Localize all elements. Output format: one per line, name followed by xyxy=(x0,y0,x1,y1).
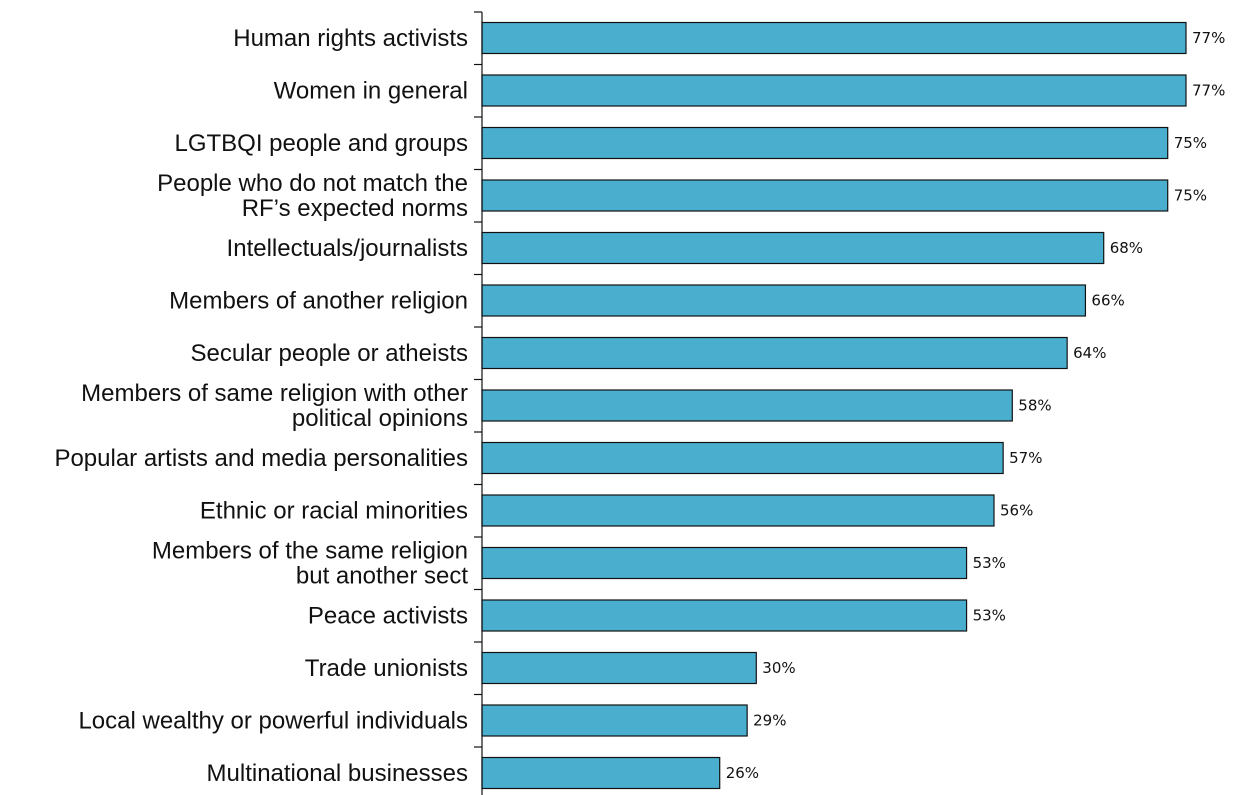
value-label: 66% xyxy=(1091,292,1124,310)
bar xyxy=(481,756,721,790)
category-label: Intellectuals/journalists xyxy=(227,235,468,262)
category-label: Women in general xyxy=(274,78,468,105)
bar xyxy=(481,494,995,527)
value-label: 58% xyxy=(1018,397,1051,415)
value-label: 53% xyxy=(973,554,1006,572)
value-label: 77% xyxy=(1192,82,1225,100)
category-label: Popular artists and media personalities xyxy=(54,445,468,472)
bar xyxy=(481,599,968,632)
bar xyxy=(481,546,968,580)
category-label: Members of the same religion but another … xyxy=(152,538,468,590)
value-label: 56% xyxy=(1000,502,1033,520)
value-label: 64% xyxy=(1073,344,1106,362)
category-label: Local wealthy or powerful individuals xyxy=(78,708,468,735)
category-label: Secular people or atheists xyxy=(191,340,469,367)
category-label: People who do not match the RF’s expected… xyxy=(157,170,468,222)
value-label: 77% xyxy=(1192,29,1225,47)
bar xyxy=(481,179,1169,212)
bar xyxy=(481,74,1187,107)
bar xyxy=(481,651,757,685)
category-label: Members of another religion xyxy=(169,288,468,315)
value-label: 29% xyxy=(753,712,786,730)
bar xyxy=(481,389,1013,422)
bar xyxy=(481,284,1087,317)
value-label: 57% xyxy=(1009,449,1042,467)
category-labels-group: Human rights activists Women in general LG… xyxy=(54,25,468,787)
bar xyxy=(481,21,1187,55)
axis-ticks-group xyxy=(474,11,482,748)
category-label: Trade unionists xyxy=(305,655,468,682)
category-label: Multinational businesses xyxy=(207,760,468,787)
bar xyxy=(481,704,748,737)
bar xyxy=(481,336,1068,370)
category-label: LGTBQI people and groups xyxy=(174,130,468,157)
bars-group xyxy=(481,21,1187,790)
category-label: Ethnic or racial minorities xyxy=(200,498,468,525)
bar xyxy=(481,126,1169,160)
bar xyxy=(481,441,1004,475)
value-label: 30% xyxy=(762,659,795,677)
value-label: 75% xyxy=(1174,134,1207,152)
bar xyxy=(481,231,1105,265)
value-label: 53% xyxy=(973,607,1006,625)
category-label: Peace activists xyxy=(308,603,468,630)
value-label: 75% xyxy=(1174,187,1207,205)
value-labels-group: 77% 77% 75% 75% 68% 66% 64% 58% 57% 56% 53% 53% 30% 2… xyxy=(726,29,1226,782)
category-label: Members of same religion with other polit… xyxy=(81,380,468,432)
value-label: 26% xyxy=(726,764,759,782)
category-label: Human rights activists xyxy=(233,25,468,52)
value-label: 68% xyxy=(1110,239,1143,257)
